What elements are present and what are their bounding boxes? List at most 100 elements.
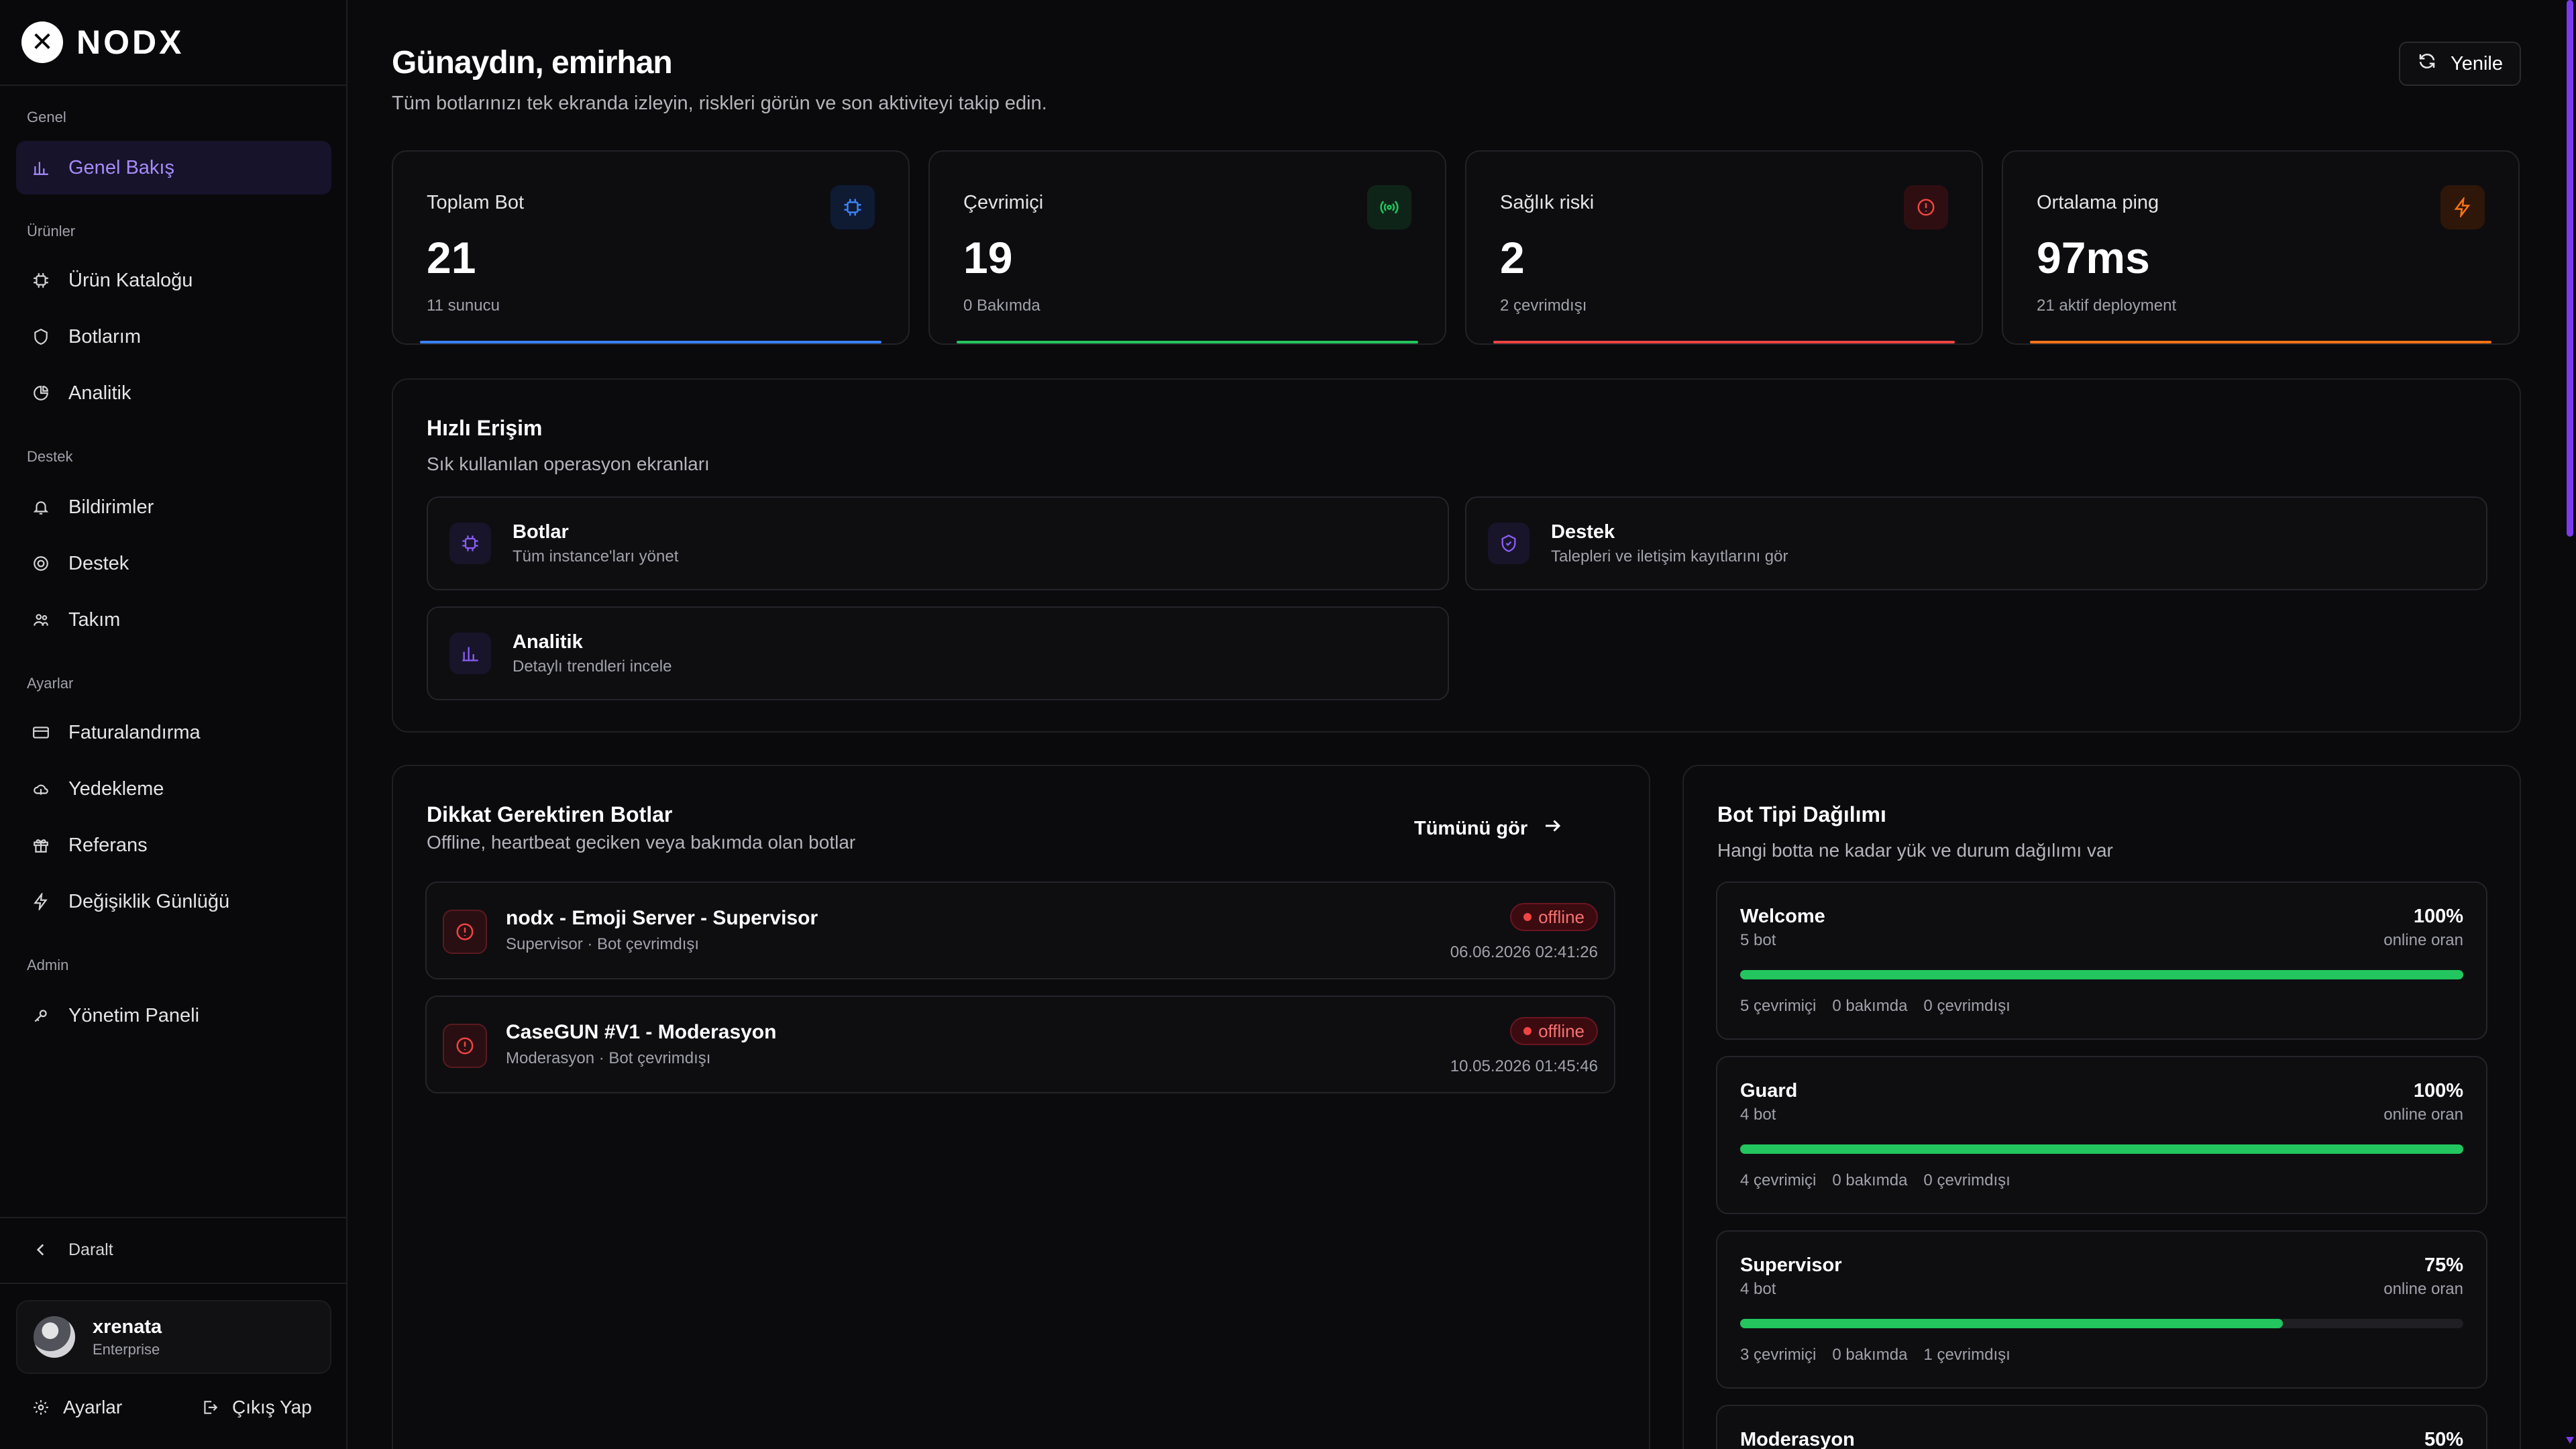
panel-title: Bot Tipi Dağılımı: [1717, 802, 1886, 826]
stat-card-toplam-bot[interactable]: Toplam Bot 21 11 sunucu: [392, 150, 910, 345]
progress-fill: [1740, 970, 2463, 979]
sidebar-item-botlarim[interactable]: Botlarım: [16, 310, 331, 364]
status-badge: offline: [1510, 1017, 1598, 1045]
attention-bot-row[interactable]: nodx - Emoji Server - Supervisor Supervi…: [425, 881, 1615, 979]
quick-link-destek[interactable]: Destek Talepleri ve iletişim kayıtlarını…: [1465, 496, 2487, 590]
online-percent: 100%: [2413, 1080, 2463, 1102]
distribution-card-supervisor[interactable]: Supervisor 4 bot 75% online oran 3 çevri…: [1716, 1230, 2487, 1389]
cloud-icon: [32, 780, 50, 798]
divider: [0, 1217, 346, 1218]
gear-icon: [32, 1399, 50, 1416]
sidebar: ✕ NODX Genel Genel Bakış Ürünler Ürün Ka…: [0, 0, 347, 1449]
stat-card-ortalama-ping[interactable]: Ortalama ping 97ms 21 aktif deployment: [2002, 150, 2520, 345]
user-name: xrenata: [93, 1316, 162, 1338]
see-all-link[interactable]: Tümünü gör: [1414, 816, 1562, 841]
user-card[interactable]: xrenata Enterprise: [16, 1300, 331, 1374]
bar-chart-icon: [32, 159, 50, 176]
progress-fill: [1740, 1144, 2463, 1154]
stat-accent-bar: [1493, 341, 1955, 343]
online-percent: 50%: [2424, 1429, 2463, 1449]
bot-type-count: 4 bot: [1740, 1106, 1776, 1124]
scroll-down-arrow-icon[interactable]: [2566, 1437, 2574, 1444]
offline-count: 0 çevrimdışı: [1923, 997, 2010, 1015]
sidebar-item-label: Referans: [68, 834, 148, 856]
sidebar-item-faturalandirma[interactable]: Faturalandırma: [16, 706, 331, 759]
stat-card-saglik-riski[interactable]: Sağlık riski 2 2 çevrimdışı: [1465, 150, 1983, 345]
panel-subtitle: Hangi botta ne kadar yük ve durum dağılı…: [1717, 840, 2113, 861]
stat-value: 2: [1500, 233, 1525, 282]
sidebar-item-bildirimler[interactable]: Bildirimler: [16, 480, 331, 534]
online-percent: 100%: [2413, 906, 2463, 927]
collapse-button[interactable]: Daralt: [16, 1225, 331, 1275]
settings-label: Ayarlar: [63, 1397, 123, 1417]
progress-track: [1740, 1319, 2463, 1328]
chevron-left-icon: [32, 1241, 50, 1258]
maintenance-count: 0 bakımda: [1832, 997, 1908, 1015]
status-dot: [1523, 1027, 1532, 1035]
maintenance-count: 0 bakımda: [1832, 1171, 1908, 1189]
sidebar-item-destek[interactable]: Destek: [16, 537, 331, 590]
offline-count: 0 çevrimdışı: [1923, 1171, 2010, 1189]
stat-note: 21 aktif deployment: [2037, 297, 2177, 315]
divider: [0, 1283, 346, 1284]
quick-link-title: Destek: [1551, 521, 1615, 543]
nav-section-label: Ayarlar: [27, 675, 74, 692]
bot-name: CaseGUN #V1 - Moderasyon: [506, 1021, 777, 1043]
status-dot: [1523, 913, 1532, 921]
stat-card-cevrimici[interactable]: Çevrimiçi 19 0 Bakımda: [928, 150, 1446, 345]
gift-icon: [32, 837, 50, 854]
page-scrollbar[interactable]: [2564, 0, 2576, 1449]
logout-button[interactable]: Çıkış Yap: [201, 1390, 312, 1425]
sidebar-item-degisiklik-gunlugu[interactable]: Değişiklik Günlüğü: [16, 875, 331, 928]
alert-circle-icon: [443, 1024, 487, 1068]
stat-note: 0 Bakımda: [963, 297, 1040, 315]
panel-subtitle: Sık kullanılan operasyon ekranları: [427, 453, 710, 474]
progress-track: [1740, 970, 2463, 979]
sidebar-item-genel-bakis[interactable]: Genel Bakış: [16, 141, 331, 195]
sidebar-item-label: Botlarım: [68, 325, 141, 347]
refresh-button[interactable]: Yenile: [2399, 42, 2521, 86]
bot-type-name: Moderasyon: [1740, 1429, 1855, 1449]
sidebar-item-analitik[interactable]: Analitik: [16, 366, 331, 420]
online-percent: 75%: [2424, 1254, 2463, 1276]
scrollbar-thumb[interactable]: [2567, 0, 2573, 537]
bot-name: nodx - Emoji Server - Supervisor: [506, 907, 818, 929]
sidebar-item-urun-katalogu[interactable]: Ürün Kataloğu: [16, 254, 331, 307]
quick-link-analitik[interactable]: Analitik Detaylı trendleri incele: [427, 606, 1449, 700]
refresh-label: Yenile: [2451, 52, 2503, 74]
users-icon: [32, 611, 50, 629]
cpu-icon: [830, 185, 875, 229]
shield-icon: [1488, 523, 1529, 564]
stat-label: Toplam Bot: [427, 192, 525, 213]
distribution-card-moderasyon[interactable]: Moderasyon 50%: [1716, 1405, 2487, 1449]
radio-icon: [1367, 185, 1411, 229]
brand[interactable]: ✕ NODX: [21, 21, 184, 63]
quick-access-panel: Hızlı Erişim Sık kullanılan operasyon ek…: [392, 378, 2521, 733]
sidebar-item-yonetim-paneli[interactable]: Yönetim Paneli: [16, 989, 331, 1042]
settings-button[interactable]: Ayarlar: [32, 1390, 122, 1425]
stat-label: Çevrimiçi: [963, 192, 1044, 213]
attention-bot-row[interactable]: CaseGUN #V1 - Moderasyon Moderasyon · Bo…: [425, 996, 1615, 1093]
quick-link-botlar[interactable]: Botlar Tüm instance'ları yönet: [427, 496, 1449, 590]
page-title: Günaydın, emirhan: [392, 45, 673, 80]
distribution-card-welcome[interactable]: Welcome 5 bot 100% online oran 5 çevrimi…: [1716, 881, 2487, 1040]
stat-value: 19: [963, 233, 1013, 282]
bot-timestamp: 06.06.2026 02:41:26: [1450, 943, 1598, 961]
quick-link-desc: Tüm instance'ları yönet: [513, 547, 679, 566]
stat-accent-bar: [957, 341, 1418, 343]
sidebar-item-takim[interactable]: Takım: [16, 593, 331, 647]
offline-count: 1 çevrimdışı: [1923, 1346, 2010, 1364]
cpu-icon: [449, 523, 491, 564]
distribution-card-guard[interactable]: Guard 4 bot 100% online oran 4 çevrimiçi…: [1716, 1056, 2487, 1214]
stat-accent-bar: [2030, 341, 2491, 343]
brand-name: NODX: [76, 23, 184, 61]
attention-panel: Dikkat Gerektiren Botlar Offline, heartb…: [392, 765, 1650, 1449]
see-all-label: Tümünü gör: [1414, 817, 1528, 839]
sidebar-item-referans[interactable]: Referans: [16, 818, 331, 872]
sidebar-item-yedekleme[interactable]: Yedekleme: [16, 762, 331, 816]
credit-card-icon: [32, 724, 50, 741]
arrow-right-icon: [1542, 816, 1562, 841]
brand-logo-icon: ✕: [21, 21, 63, 63]
quick-link-desc: Talepleri ve iletişim kayıtlarını gör: [1551, 547, 1788, 566]
avatar: [34, 1316, 75, 1358]
